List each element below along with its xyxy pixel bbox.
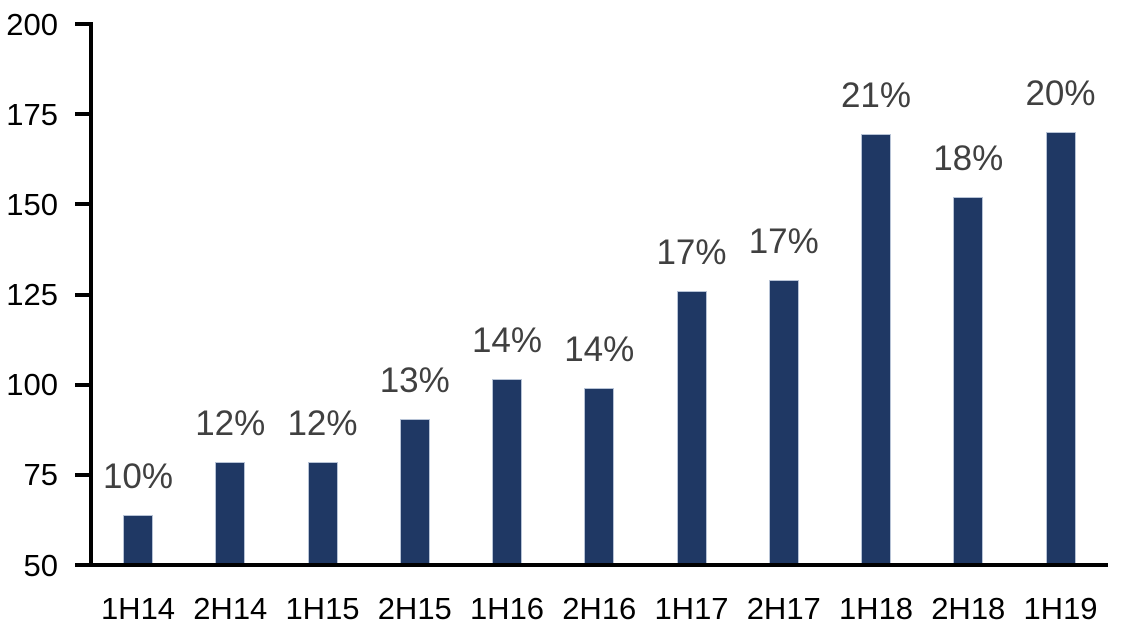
- bar: [123, 514, 153, 567]
- y-axis-tick-label: 125: [6, 277, 58, 312]
- bar: [768, 280, 799, 567]
- y-axis-tick-label: 100: [6, 367, 58, 403]
- bar-value-label: 12%: [287, 404, 358, 444]
- y-axis-tick: [75, 382, 92, 387]
- bar: [676, 290, 707, 567]
- bar-value-label: 14%: [471, 321, 543, 361]
- bar: [307, 462, 338, 567]
- bar-value-label: 17%: [656, 232, 727, 272]
- bar-value-label: 18%: [933, 139, 1004, 179]
- x-axis-category-label: 1H14: [100, 591, 176, 626]
- y-axis-tick-label: 75: [23, 457, 58, 493]
- y-axis-line: [88, 22, 93, 567]
- bar: [584, 388, 615, 567]
- y-axis-tick: [75, 22, 92, 26]
- bar-value-label: 17%: [748, 222, 819, 262]
- x-axis-category-label: 2H18: [931, 591, 1006, 626]
- x-axis-category-label: 1H19: [1023, 591, 1098, 626]
- x-axis-category-label: 1H18: [838, 591, 914, 626]
- bar-value-label: 13%: [379, 360, 450, 400]
- x-axis-line: [88, 563, 1108, 567]
- bar: [1045, 132, 1076, 567]
- x-axis-category-label: 2H14: [193, 591, 268, 626]
- bar-value-label: 10%: [102, 456, 174, 496]
- x-axis-category-label: 2H15: [377, 591, 452, 626]
- y-axis-tick: [75, 112, 92, 117]
- x-axis-category-label: 1H16: [469, 591, 545, 626]
- y-axis-tick: [75, 472, 92, 477]
- y-axis-tick: [75, 292, 92, 297]
- bar-value-label: 21%: [840, 76, 912, 115]
- y-axis-tick-label: 150: [6, 186, 58, 222]
- bar: [215, 462, 246, 567]
- y-axis-tick-label: 175: [6, 96, 58, 132]
- y-axis-tick: [75, 563, 92, 567]
- bar: [953, 197, 984, 567]
- bar: [399, 418, 430, 567]
- bar: [861, 134, 891, 567]
- y-axis-tick: [75, 202, 92, 207]
- x-axis-category-label: 1H17: [654, 591, 729, 626]
- bar: [492, 379, 522, 567]
- bar-value-label: 20%: [1025, 74, 1096, 114]
- bar-value-label: 14%: [564, 330, 635, 370]
- y-axis-tick-label: 50: [23, 547, 58, 583]
- x-axis-category-label: 2H17: [746, 591, 821, 626]
- x-axis-category-label: 2H16: [562, 591, 637, 626]
- y-axis-tick-label: 200: [6, 6, 58, 42]
- bar-value-label: 12%: [195, 404, 266, 444]
- x-axis-category-label: 1H15: [285, 591, 360, 626]
